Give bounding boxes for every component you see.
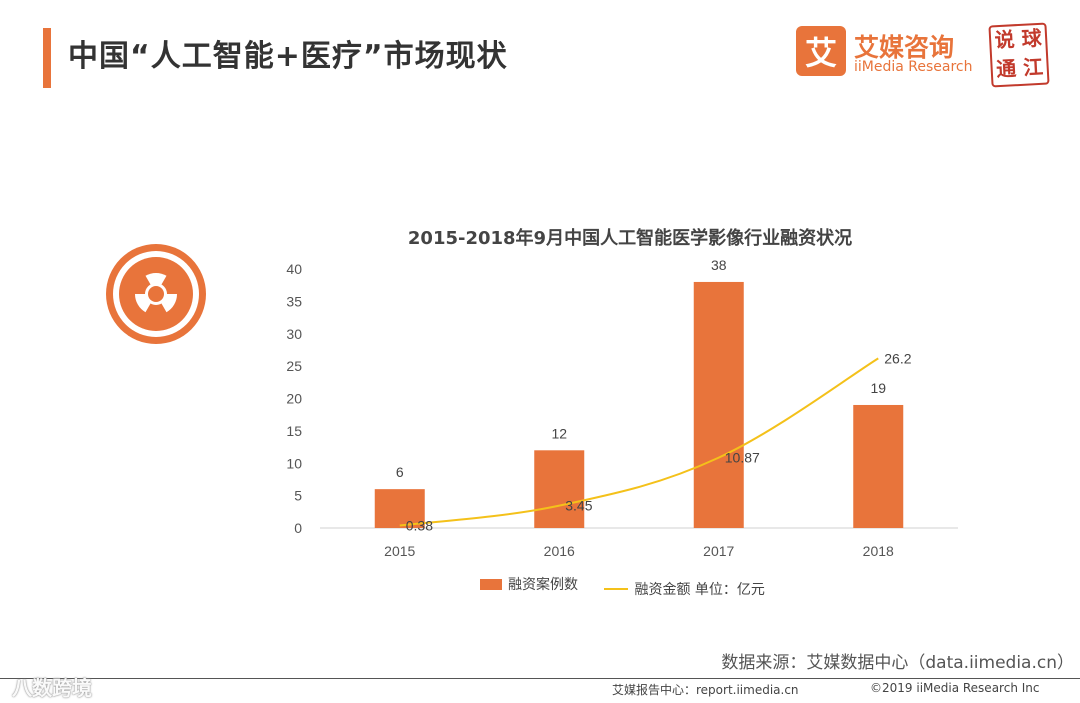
legend-item-amount: 融资金额 单位：亿元 xyxy=(604,579,765,599)
x-axis: 2015 2016 2017 2018 xyxy=(384,543,894,559)
bar-series xyxy=(374,281,904,528)
x-tick-label: 2015 xyxy=(384,543,415,559)
x-tick-label: 2017 xyxy=(703,543,734,559)
chart-title: 2015-2018年9月中国人工智能医学影像行业融资状况 xyxy=(407,228,853,249)
line-data-label: 10.87 xyxy=(725,450,760,466)
footer-copyright: ©2019 iiMedia Research Inc xyxy=(870,681,1040,695)
chart-legend: 融资案例数 融资金额 单位：亿元 xyxy=(480,574,787,599)
bar-labels: 6 12 38 19 xyxy=(396,257,886,480)
legend-label-count: 融资案例数 xyxy=(508,577,578,593)
title-accent-bar xyxy=(43,28,51,88)
bar-data-label: 12 xyxy=(551,425,567,441)
line-series-amount xyxy=(399,357,879,527)
y-tick-label: 35 xyxy=(286,293,302,309)
y-tick-label: 40 xyxy=(286,261,302,277)
bar xyxy=(853,404,904,528)
footer-report-link: 艾媒报告中心：report.iimedia.cn xyxy=(612,683,799,697)
x-tick-label: 2016 xyxy=(544,543,575,559)
watermark: 八数跨境 xyxy=(12,676,92,700)
footer-divider xyxy=(0,678,1080,679)
legend-label-amount: 融资金额 单位：亿元 xyxy=(634,581,765,598)
bar-data-label: 19 xyxy=(870,380,886,396)
y-tick-label: 30 xyxy=(286,326,302,342)
y-tick-label: 20 xyxy=(286,391,302,407)
y-tick-label: 5 xyxy=(294,488,302,504)
bar xyxy=(693,281,744,528)
y-tick-label: 0 xyxy=(294,520,302,536)
legend-swatch-bar xyxy=(480,578,502,590)
bar xyxy=(534,450,585,528)
brand-name-cn: 艾媒咨询 xyxy=(854,33,955,62)
y-tick-label: 25 xyxy=(286,358,302,374)
line-data-label: 26.2 xyxy=(884,350,911,366)
legend-item-count: 融资案例数 xyxy=(480,574,578,594)
bar xyxy=(374,489,425,528)
line-labels: 0.38 3.45 10.87 26.2 xyxy=(406,350,912,533)
brand-header: 艾 艾媒咨询 iiMedia Research 说 球 通 江 xyxy=(796,22,1056,88)
radiation-hazard-icon xyxy=(106,244,206,344)
y-tick-label: 10 xyxy=(286,455,302,471)
brand-name-en: iiMedia Research xyxy=(854,59,973,75)
page-title: 中国“人工智能+医疗”市场现状 xyxy=(68,39,508,74)
bar-data-label: 38 xyxy=(711,257,727,273)
y-axis: 0 5 10 15 20 25 30 35 40 xyxy=(286,261,302,536)
bar-data-label: 6 xyxy=(396,464,404,480)
iimedia-logo-icon: 艾 xyxy=(796,26,846,76)
line-data-label: 3.45 xyxy=(565,498,592,514)
y-tick-label: 15 xyxy=(286,423,302,439)
data-source: 数据来源：艾媒数据中心（data.iimedia.cn） xyxy=(721,653,1074,673)
legend-swatch-line xyxy=(604,587,629,590)
line-data-label: 0.38 xyxy=(406,518,433,534)
x-tick-label: 2018 xyxy=(863,543,894,559)
